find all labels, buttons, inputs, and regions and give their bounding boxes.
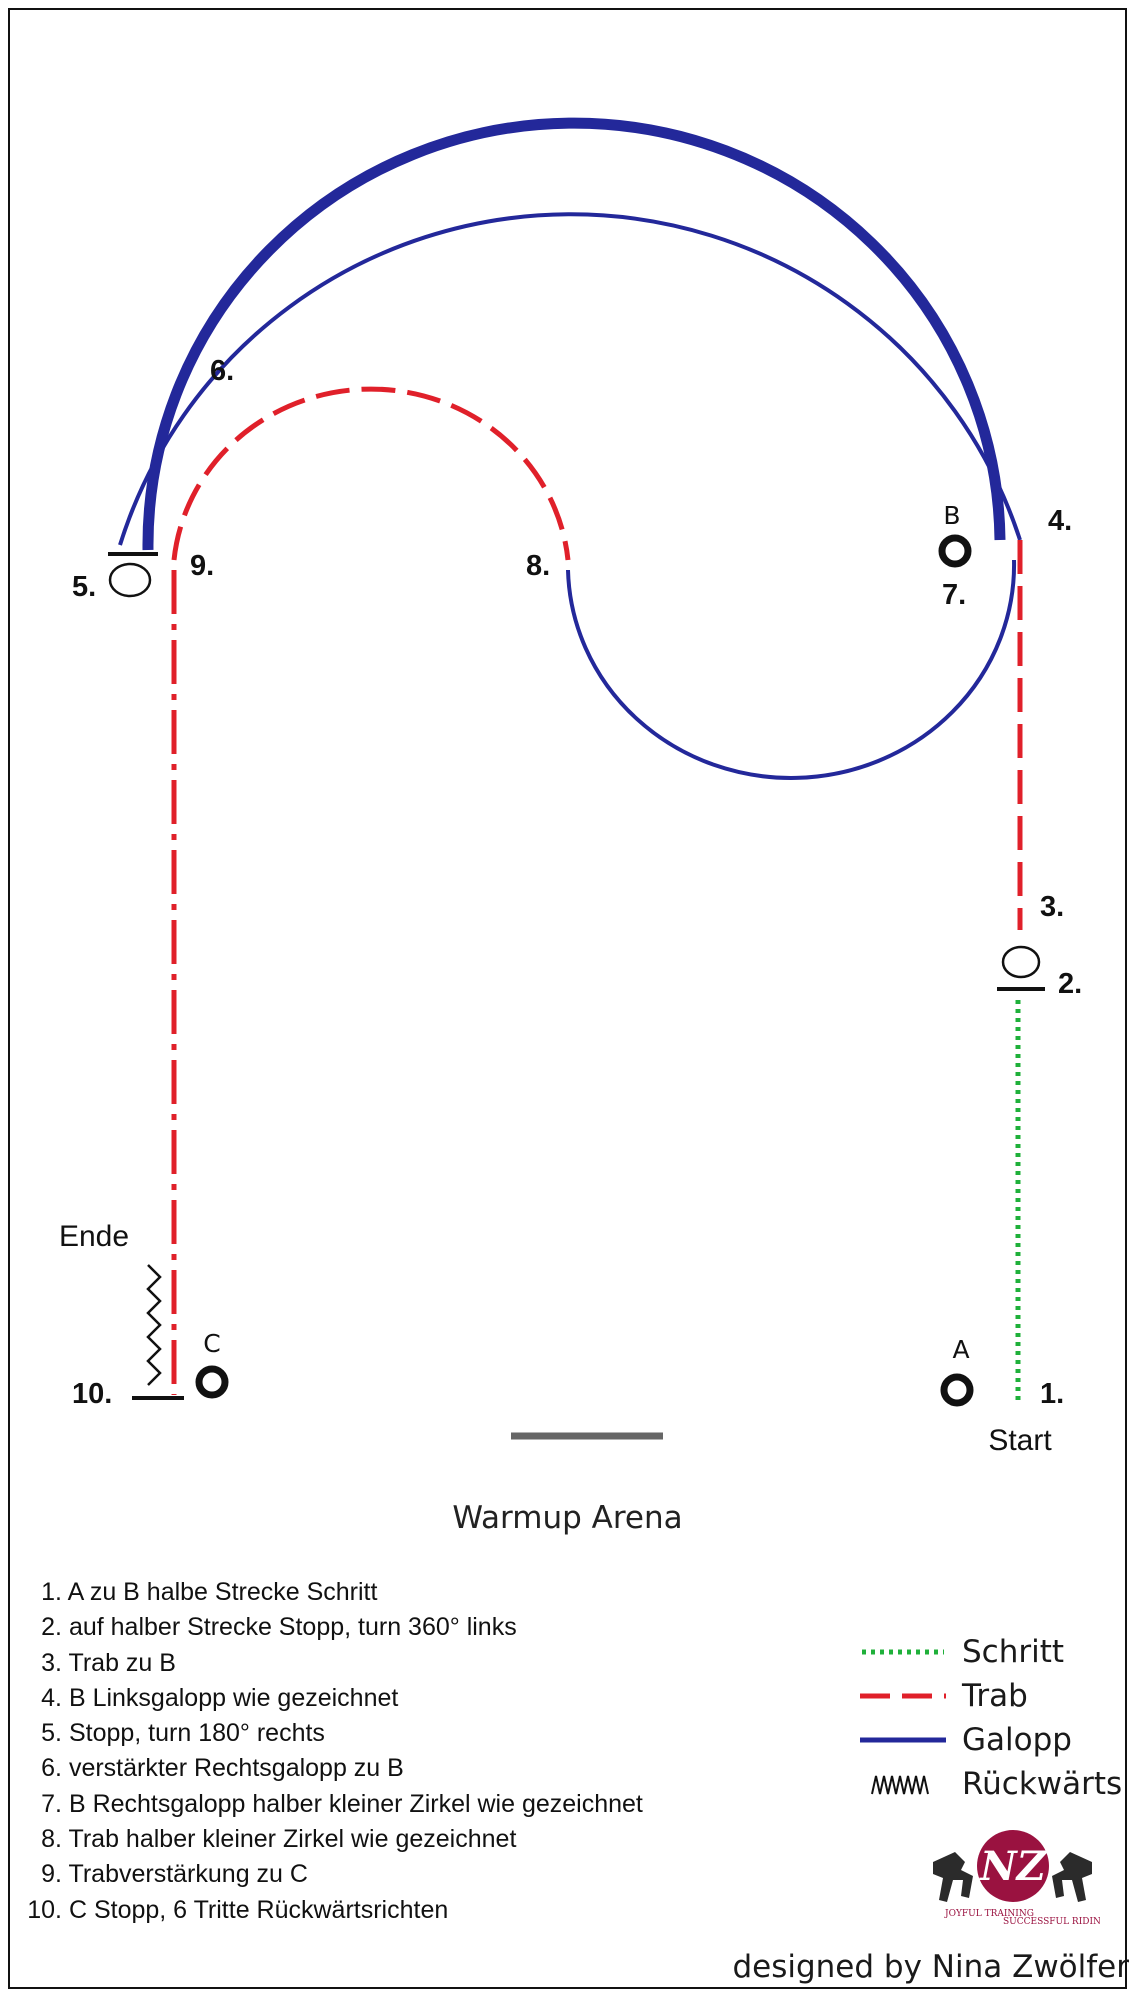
cone-marker-c — [195, 1365, 229, 1399]
legend-label: Rückwärts — [962, 1766, 1123, 1802]
step-item: 9. Trabverstärkung zu C — [41, 1860, 308, 1889]
logo-tagline-2: SUCCESSFUL RIDING — [1003, 1917, 1100, 1927]
step-item: 8. Trab halber kleiner Zirkel wie gezeic… — [41, 1825, 517, 1854]
trot-line-swatch — [860, 1693, 946, 1699]
page-frame — [8, 8, 1127, 1989]
step-item: 10. C Stopp, 6 Tritte Rückwärtsrichten — [27, 1895, 449, 1924]
step-label-2: 2. — [1058, 968, 1082, 1000]
legend-item-trab: Trab — [858, 1674, 1122, 1718]
step-item: 6. verstärkter Rechtsgalopp zu B — [41, 1754, 404, 1783]
step-label-1: 1. — [1040, 1378, 1064, 1410]
designer-credit: designed by Nina Zwölfer — [732, 1949, 1129, 1985]
legend-label: Trab — [962, 1678, 1028, 1714]
canter-inner-arc — [142, 117, 1006, 551]
legend-item-rueckwaerts: Rückwärts — [858, 1762, 1122, 1806]
step-item: 4. B Linksgalopp wie gezeichnet — [41, 1683, 399, 1712]
arena-title: Warmup Arena — [452, 1500, 683, 1536]
walk-line-swatch — [862, 1649, 944, 1655]
cone-letter-c: C — [203, 1329, 220, 1358]
cone-marker-a — [940, 1373, 974, 1407]
step-item: 1. A zu B halbe Strecke Schritt — [41, 1578, 378, 1606]
step-label-3: 3. — [1040, 891, 1064, 923]
start-label: Start — [988, 1424, 1052, 1457]
step-item: 5. Stopp, turn 180° rechts — [41, 1719, 325, 1748]
legend-item-schritt: Schritt — [858, 1630, 1122, 1674]
logo-tagline-1: JOYFUL TRAINING — [944, 1909, 1034, 1919]
legend-item-galopp: Galopp — [858, 1718, 1122, 1762]
backing-zigzag — [146, 1264, 162, 1386]
end-label: Ende — [59, 1220, 129, 1253]
trot-small-circle — [171, 386, 571, 561]
zigzag-swatch — [871, 1775, 929, 1795]
cone-marker-b — [938, 534, 972, 568]
canter-line-swatch — [860, 1737, 946, 1743]
step-item: 2. auf halber Strecke Stopp, turn 360° l… — [41, 1613, 517, 1642]
step-label-4: 4. — [1048, 505, 1072, 537]
legend-label: Galopp — [962, 1722, 1072, 1758]
logo-monogram: NZ — [978, 1843, 1048, 1890]
stop-turn-360 — [997, 945, 1045, 991]
step-item: 3. Trab zu B — [41, 1648, 176, 1677]
nz-logo: NZ JOYFUL TRAINING SUCCESSFUL RIDING — [933, 1830, 1100, 1927]
step-label-6: 6. — [210, 355, 234, 387]
step-item: 7. B Rechtsgalopp halber kleiner Zirkel … — [41, 1789, 643, 1818]
legend-label: Schritt — [962, 1634, 1065, 1670]
step-list: 1. A zu B halbe Strecke Schritt 2. auf h… — [24, 1575, 643, 1928]
step-label-7: 7. — [942, 579, 966, 611]
step-label-8: 8. — [526, 550, 550, 582]
stop-turn-180 — [108, 552, 158, 598]
canter-outer-arc — [118, 212, 1022, 546]
step-label-9: 9. — [190, 550, 214, 582]
cone-letter-a: A — [952, 1335, 969, 1364]
step-label-10: 10. — [72, 1378, 112, 1410]
canter-small-circle — [566, 559, 1017, 781]
step-label-5: 5. — [72, 571, 96, 603]
legend: Schritt Trab Galopp Rückwärts — [858, 1630, 1122, 1806]
cone-letter-b: B — [943, 501, 960, 530]
